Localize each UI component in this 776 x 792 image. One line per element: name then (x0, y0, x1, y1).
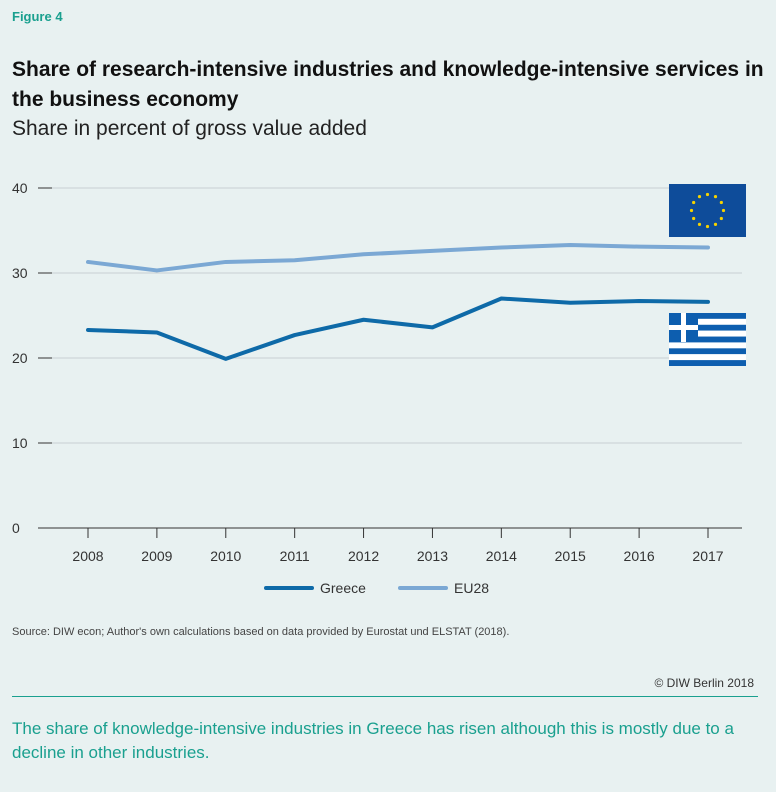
x-tick-label: 2008 (72, 548, 103, 564)
x-tick-label: 2013 (417, 548, 448, 564)
series-line-eu28 (86, 242, 710, 273)
eu-star (705, 192, 710, 197)
eu-star (705, 224, 710, 229)
divider (12, 696, 758, 697)
flag-stripe (669, 354, 746, 361)
legend-label-greece: Greece (320, 580, 366, 596)
x-tick-label: 2014 (486, 548, 517, 564)
figure-label: Figure 4 (12, 9, 63, 24)
flag-stripe (669, 348, 746, 355)
flag-stripe (669, 342, 746, 349)
y-tick-label: 40 (12, 180, 28, 196)
chart-title: Share of research-intensive industries a… (12, 58, 764, 111)
eu-star (692, 200, 696, 205)
eu-star (697, 195, 702, 199)
legend: Greece EU28 (264, 580, 489, 596)
eu-star (713, 222, 718, 226)
grid-lines (38, 187, 742, 529)
eu-star (719, 200, 723, 205)
x-axis-ticks: 2008 2009 2010 2011 2012 2013 2014 2015 2016 2017 (72, 528, 724, 564)
y-tick-label: 0 (12, 520, 20, 536)
eu-star (719, 216, 723, 221)
x-tick-label: 2011 (280, 548, 310, 564)
eu-star (713, 195, 718, 199)
x-tick-label: 2012 (348, 548, 379, 564)
x-tick-label: 2010 (210, 548, 241, 564)
x-tick-label: 2017 (692, 548, 723, 564)
series-lines (86, 242, 710, 361)
flag-stripe (669, 360, 746, 366)
x-tick-label: 2015 (555, 548, 586, 564)
eu-star (689, 208, 694, 213)
caption: The share of knowledge-intensive industr… (12, 719, 734, 762)
eu-star (692, 216, 696, 221)
flag-stripe (669, 330, 746, 337)
eu-flag-icon (669, 184, 746, 237)
eu-star (697, 222, 702, 226)
greek-flag-icon (669, 313, 746, 366)
flag-stripe (669, 336, 746, 343)
y-tick-label: 30 (12, 265, 28, 281)
x-tick-label: 2009 (141, 548, 172, 564)
flag-stripe (669, 324, 746, 331)
flag-stripe (669, 313, 746, 319)
y-tick-label: 10 (12, 435, 28, 451)
source-note: Source: DIW econ; Author's own calculati… (12, 626, 510, 638)
series-line-greece (86, 296, 710, 361)
y-axis-ticks: 0 10 20 30 40 (12, 180, 28, 536)
copyright: © DIW Berlin 2018 (654, 676, 754, 690)
eu-star (721, 208, 726, 213)
flag-stripe (669, 318, 746, 325)
x-tick-label: 2016 (624, 548, 655, 564)
chart-subtitle: Share in percent of gross value added (12, 117, 367, 140)
legend-label-eu28: EU28 (454, 580, 489, 596)
y-tick-label: 20 (12, 350, 28, 366)
